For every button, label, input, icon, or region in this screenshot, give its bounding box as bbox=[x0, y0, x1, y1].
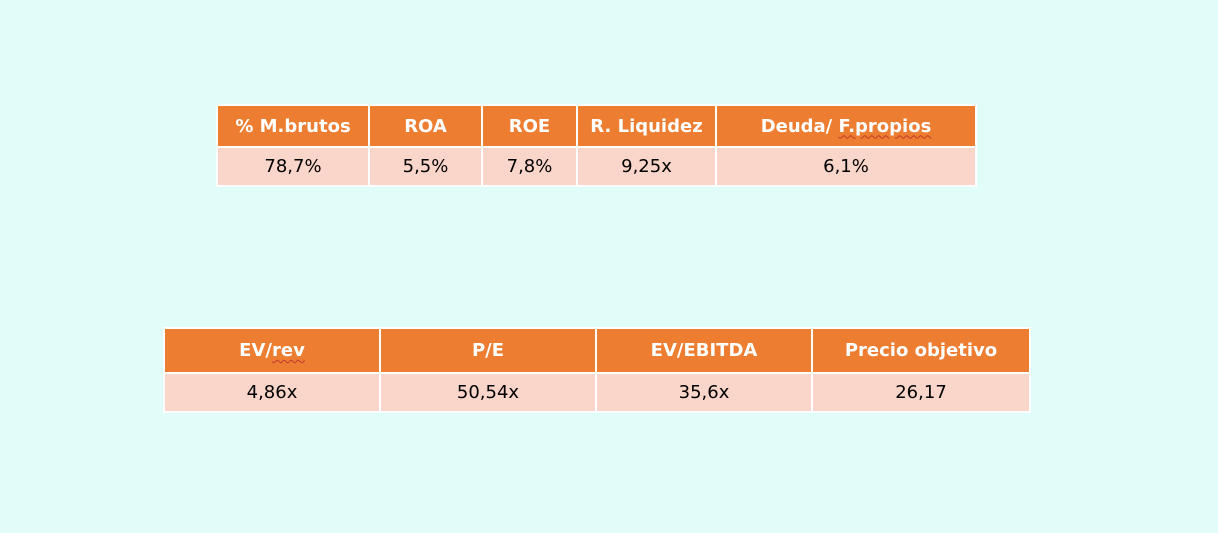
ratios-value-row: 78,7% 5,5% 7,8% 9,25x 6,1% bbox=[216, 146, 977, 187]
value-gross-margin: 78,7% bbox=[216, 146, 370, 187]
header-target-price: Precio objetivo bbox=[811, 327, 1031, 374]
ratios-header-row: % M.brutos ROA ROE R. Liquidez Deuda/ F.… bbox=[216, 104, 977, 148]
header-debt-label: Deuda/ bbox=[760, 115, 833, 137]
header-pe: P/E bbox=[379, 327, 597, 374]
header-liquidity-ratio: R. Liquidez bbox=[576, 104, 717, 148]
value-liquidity-ratio: 9,25x bbox=[576, 146, 717, 187]
valuation-value-row: 4,86x 50,54x 35,6x 26,17 bbox=[163, 372, 1031, 413]
header-gross-margin: % M.brutos bbox=[216, 104, 370, 148]
ratios-table: % M.brutos ROA ROE R. Liquidez Deuda/ F.… bbox=[216, 104, 977, 187]
header-rev-label: rev bbox=[271, 340, 305, 361]
header-roe: ROE bbox=[481, 104, 578, 148]
value-roe: 7,8% bbox=[481, 146, 578, 187]
header-ev-rev: EV/rev bbox=[163, 327, 381, 374]
header-ev-label: EV/ bbox=[239, 340, 272, 361]
header-roa: ROA bbox=[368, 104, 483, 148]
value-pe: 50,54x bbox=[379, 372, 597, 413]
header-debt-equity: Deuda/ F.propios bbox=[715, 104, 977, 148]
value-roa: 5,5% bbox=[368, 146, 483, 187]
value-debt-equity: 6,1% bbox=[715, 146, 977, 187]
value-ev-rev: 4,86x bbox=[163, 372, 381, 413]
value-ev-ebitda: 35,6x bbox=[595, 372, 813, 413]
value-target-price: 26,17 bbox=[811, 372, 1031, 413]
header-ev-ebitda: EV/EBITDA bbox=[595, 327, 813, 374]
valuation-header-row: EV/rev P/E EV/EBITDA Precio objetivo bbox=[163, 327, 1031, 374]
header-equity-label: F.propios bbox=[838, 115, 932, 137]
valuation-table: EV/rev P/E EV/EBITDA Precio objetivo 4,8… bbox=[163, 327, 1031, 413]
